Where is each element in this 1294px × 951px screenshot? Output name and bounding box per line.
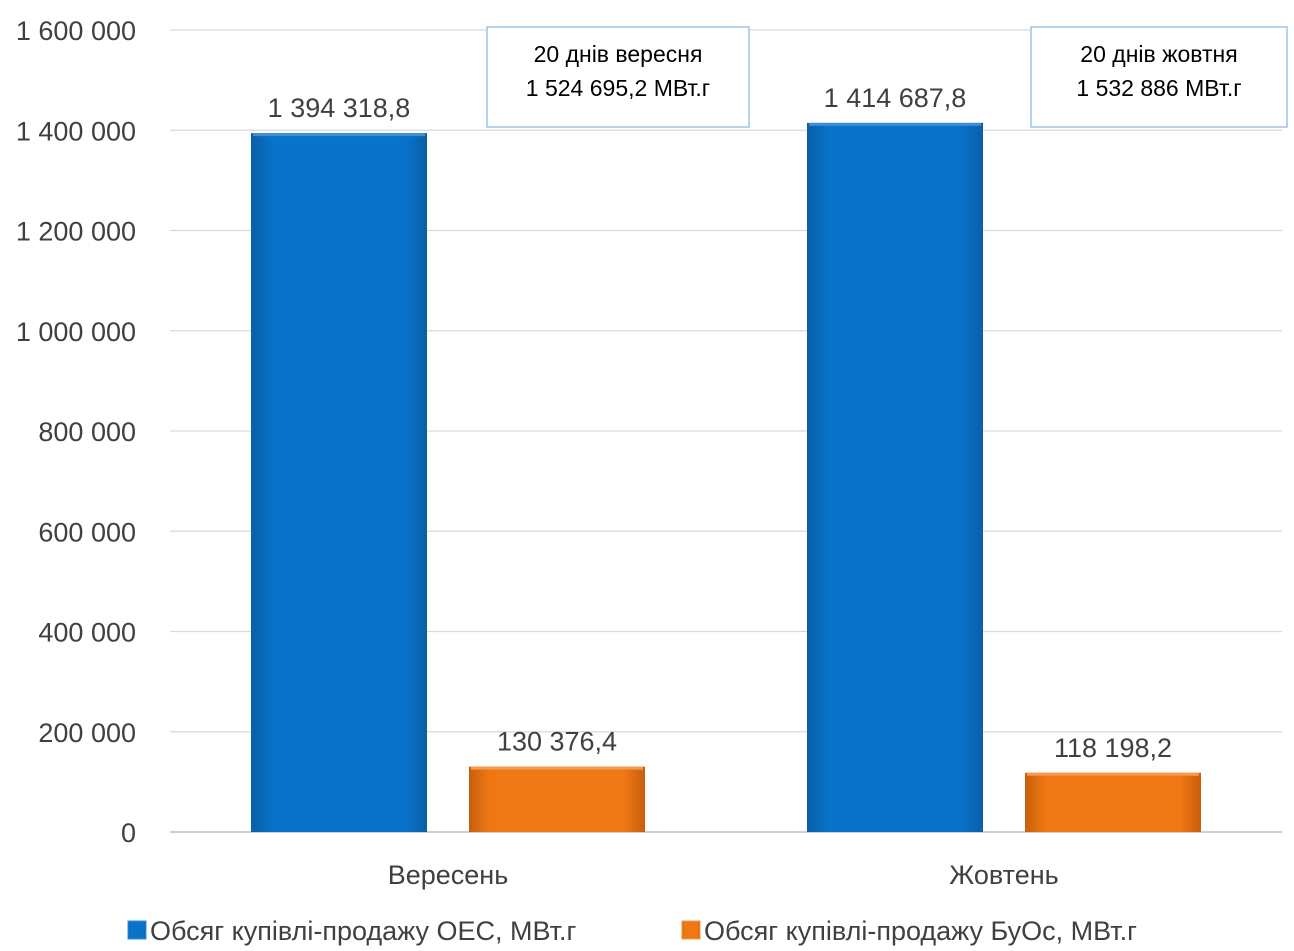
y-tick-label: 800 000 xyxy=(38,417,136,447)
data-label: 130 376,4 xyxy=(497,727,617,757)
annotation-box: 20 днів вересня 1 524 695,2 МВт.г xyxy=(486,26,750,128)
legend-swatch xyxy=(681,920,701,940)
data-label: 1 394 318,8 xyxy=(268,93,411,123)
annotation-line: 1 524 695,2 МВт.г xyxy=(526,75,710,101)
y-axis-tick-labels: 0 200 000 400 000 600 000 800 000 1 000 000 1 … xyxy=(16,16,136,848)
bars xyxy=(251,122,1201,832)
bar-series-1 xyxy=(251,133,427,832)
annotation-line: 1 532 886 МВт.г xyxy=(1076,75,1241,101)
data-labels: 1 394 318,8 130 376,4 1 414 687,8 118 198,2 xyxy=(268,83,1172,763)
y-tick-label: 200 000 xyxy=(38,718,136,748)
data-label: 118 198,2 xyxy=(1054,733,1172,763)
bar-series-2 xyxy=(1025,772,1201,832)
annotation-line: 20 днів вересня xyxy=(534,41,703,67)
y-tick-label: 1 200 000 xyxy=(16,217,136,247)
x-category-label: Жовтень xyxy=(949,860,1058,890)
annotation-box: 20 днів жовтня 1 532 886 МВт.г xyxy=(1030,26,1288,128)
y-tick-label: 0 xyxy=(121,818,136,848)
x-category-label: Вересень xyxy=(388,860,509,890)
legend-item: Обсяг купівлі-продажу БуОс, МВт.г xyxy=(681,916,1137,946)
annotation-frame xyxy=(1030,26,1288,128)
y-tick-label: 600 000 xyxy=(38,517,136,547)
legend-label: Обсяг купівлі-продажу БуОс, МВт.г xyxy=(704,916,1137,946)
bar-series-2 xyxy=(469,766,645,832)
legend: Обсяг купівлі-продажу ОЕС, МВт.г Обсяг ку… xyxy=(127,916,1137,946)
data-label: 1 414 687,8 xyxy=(824,83,967,113)
annotation-frame xyxy=(486,26,750,128)
legend-label: Обсяг купівлі-продажу ОЕС, МВт.г xyxy=(150,916,577,946)
x-axis-category-labels: Вересень Жовтень xyxy=(388,860,1059,890)
y-tick-label: 1 600 000 xyxy=(16,16,136,46)
y-tick-label: 1 000 000 xyxy=(16,317,136,347)
bar-series-1 xyxy=(807,122,983,832)
annotation-line: 20 днів жовтня xyxy=(1080,41,1237,67)
legend-swatch xyxy=(127,920,147,940)
y-tick-label: 400 000 xyxy=(38,618,136,648)
legend-item: Обсяг купівлі-продажу ОЕС, МВт.г xyxy=(127,916,577,946)
y-tick-label: 1 400 000 xyxy=(16,116,136,146)
